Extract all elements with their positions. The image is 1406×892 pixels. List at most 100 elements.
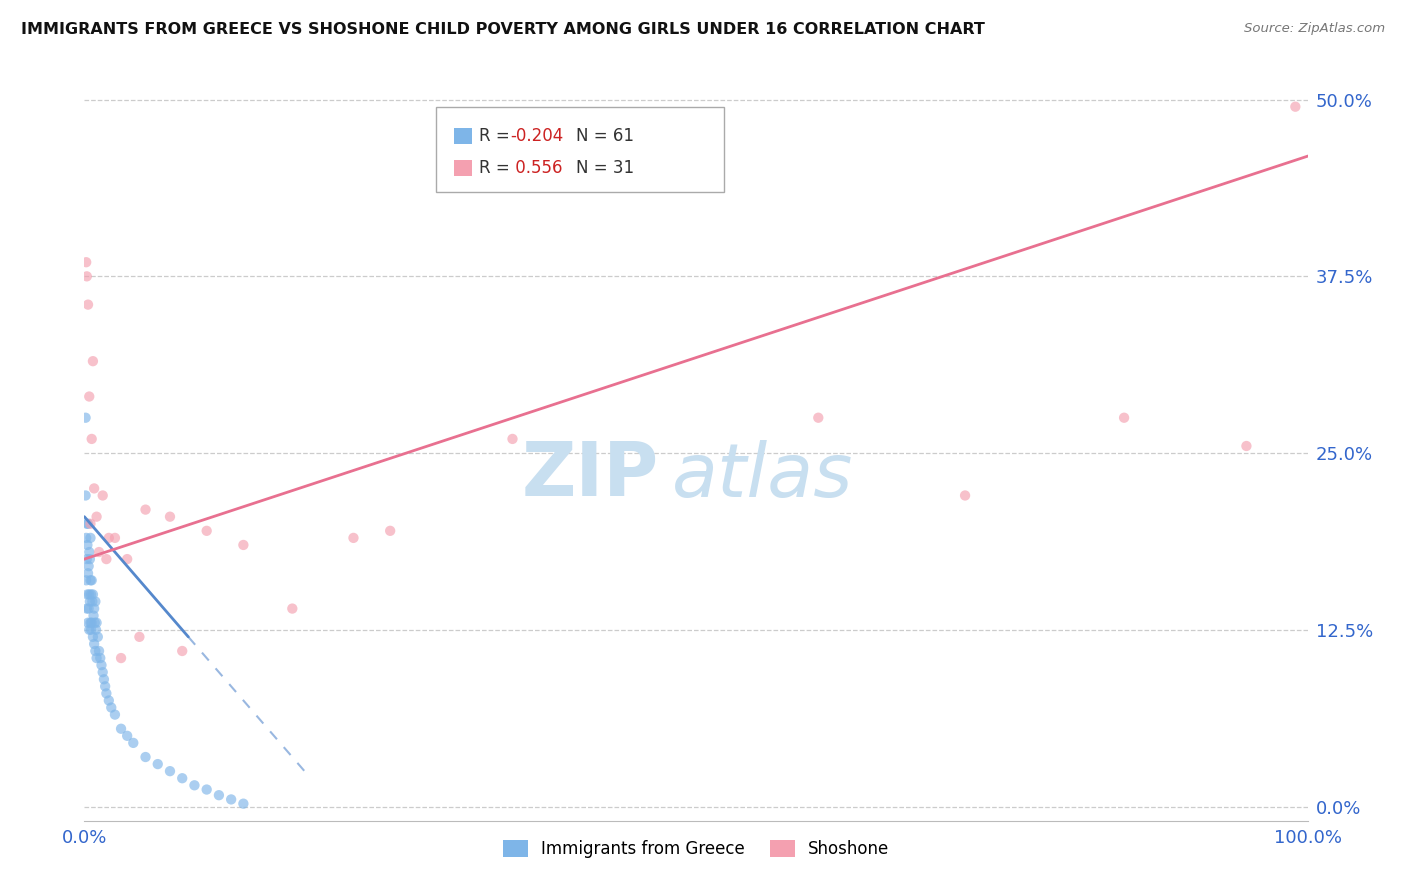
Point [122,736,145,750]
Point [135,750,157,764]
Point [146,757,169,772]
Point [232,797,254,811]
Point [75,488,97,502]
Point [76,601,98,615]
Point [83,637,105,651]
Point [80,574,103,588]
Point [135,502,157,516]
Point [86,651,108,665]
Point [75,410,97,425]
Text: N = 61: N = 61 [576,127,634,145]
Point [502,432,524,446]
Point [195,524,218,538]
Point [87,644,110,658]
Point [87,630,110,644]
Legend: Immigrants from Greece, Shoshone: Immigrants from Greece, Shoshone [496,833,896,864]
Point [96,552,118,566]
Point [76,587,98,601]
Point [90,658,112,673]
Point [83,615,105,630]
Text: 0.556: 0.556 [510,160,562,178]
Point [80,432,103,446]
Point [77,545,100,559]
Text: N = 31: N = 31 [576,160,634,178]
Point [79,574,101,588]
Text: R =: R = [479,127,516,145]
Point [79,531,101,545]
Point [80,623,103,637]
Point [807,410,830,425]
Point [86,615,108,630]
Point [77,615,100,630]
Point [83,482,105,496]
Point [83,601,105,615]
Point [219,792,242,806]
Point [75,574,97,588]
Point [1284,100,1306,114]
Point [128,630,150,644]
Point [96,686,118,700]
Point [97,693,120,707]
Point [77,559,100,574]
Point [104,531,127,545]
Point [195,782,218,797]
Point [115,729,138,743]
Point [82,594,104,608]
Point [953,488,976,502]
Point [91,665,114,680]
Point [83,608,105,623]
Point [183,778,205,792]
Point [77,390,100,404]
Point [100,700,122,714]
Point [89,651,111,665]
Point [87,545,110,559]
Point [93,673,115,687]
Text: atlas: atlas [672,440,853,512]
Point [110,722,132,736]
Point [82,354,104,368]
Point [1114,410,1136,425]
Point [84,644,107,658]
Point [94,679,117,693]
Point [172,771,194,785]
Point [77,601,100,615]
Text: IMMIGRANTS FROM GREECE VS SHOSHONE CHILD POVERTY AMONG GIRLS UNDER 16 CORRELATIO: IMMIGRANTS FROM GREECE VS SHOSHONE CHILD… [21,22,986,37]
Point [79,552,101,566]
Point [77,516,100,531]
Point [84,623,107,637]
Point [75,255,97,269]
Text: Source: ZipAtlas.com: Source: ZipAtlas.com [1244,22,1385,36]
Point [76,516,98,531]
Point [1236,439,1258,453]
Point [77,623,100,637]
Point [380,524,402,538]
Point [342,531,364,545]
Point [76,269,98,284]
Text: R =: R = [479,160,516,178]
Point [104,707,127,722]
Point [91,488,114,502]
Point [281,601,304,615]
Point [80,587,103,601]
Point [77,566,100,581]
Point [159,764,181,779]
Point [110,651,132,665]
Point [84,594,107,608]
Point [76,552,98,566]
Text: ZIP: ZIP [522,440,659,513]
Point [115,552,138,566]
Point [97,531,120,545]
Point [86,509,108,524]
Point [79,615,101,630]
Point [79,594,101,608]
Point [232,538,254,552]
Point [82,630,104,644]
Point [172,644,194,658]
Point [79,516,101,531]
Point [80,615,103,630]
Text: -0.204: -0.204 [510,127,564,145]
Point [208,788,231,802]
Point [82,587,104,601]
Point [75,531,97,545]
Point [159,509,181,524]
